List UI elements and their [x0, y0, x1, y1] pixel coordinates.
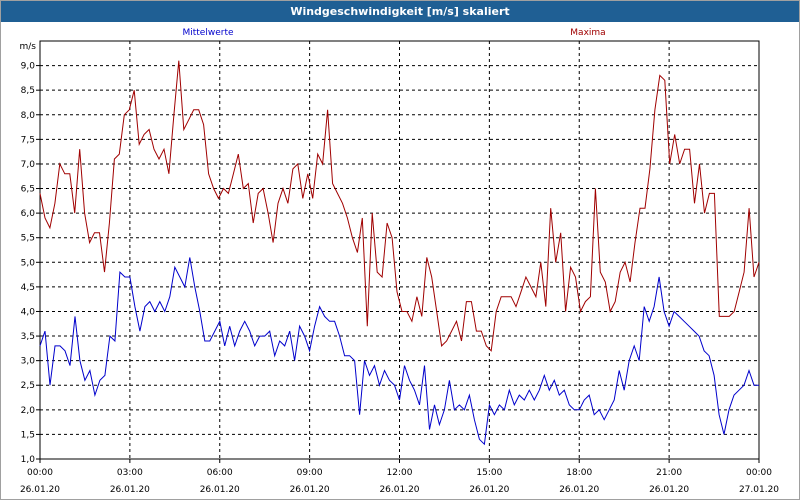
y-tick-label: 8,0: [21, 111, 36, 121]
x-tick-date: 26.01.20: [290, 485, 330, 495]
y-tick-label: 1,0: [21, 455, 36, 465]
y-tick-label: 6,0: [21, 209, 36, 219]
x-tick-time: 15:00: [476, 468, 502, 478]
y-tick-label: 5,0: [21, 258, 36, 268]
x-tick-time: 03:00: [117, 468, 143, 478]
x-tick-date: 26.01.20: [200, 485, 240, 495]
y-tick-label: 9,0: [21, 62, 36, 72]
x-tick-date: 26.01.20: [20, 485, 60, 495]
x-tick-time: 06:00: [207, 468, 233, 478]
series-line-mittelwerte: [39, 257, 759, 446]
y-tick-label: 2,0: [21, 406, 36, 416]
y-axis-label: m/s: [20, 42, 37, 52]
x-tick-date: 27.01.20: [739, 485, 779, 495]
legend-mittelwerte: Mittelwerte: [182, 28, 233, 38]
y-tick-label: 6,5: [21, 185, 35, 195]
y-tick-label: 7,5: [21, 135, 35, 145]
x-tick-date: 26.01.20: [110, 485, 150, 495]
x-tick-date: 26.01.20: [649, 485, 689, 495]
legend-maxima: Maxima: [570, 28, 605, 38]
x-tick-time: 00:00: [27, 468, 53, 478]
y-tick-label: 1,5: [21, 430, 35, 440]
y-tick-label: 3,5: [21, 332, 35, 342]
y-tick-label: 2,5: [21, 381, 35, 391]
x-tick-time: 18:00: [566, 468, 592, 478]
x-tick-time: 00:00: [746, 468, 772, 478]
x-tick-time: 09:00: [297, 468, 323, 478]
y-tick-label: 3,0: [21, 357, 36, 367]
x-tick-time: 12:00: [387, 468, 413, 478]
y-tick-label: 8,5: [21, 86, 35, 96]
x-tick-time: 21:00: [656, 468, 682, 478]
x-tick-date: 26.01.20: [469, 485, 509, 495]
x-tick-date: 26.01.20: [379, 485, 419, 495]
x-tick-date: 26.01.20: [559, 485, 599, 495]
y-tick-label: 4,0: [21, 307, 36, 317]
window-title: Windgeschwindigkeit [m/s] skaliert: [1, 1, 799, 22]
y-tick-label: 5,5: [21, 234, 35, 244]
y-tick-label: 7,0: [21, 160, 36, 170]
y-tick-label: 4,5: [21, 283, 35, 293]
series-line-maxima: [39, 60, 760, 352]
